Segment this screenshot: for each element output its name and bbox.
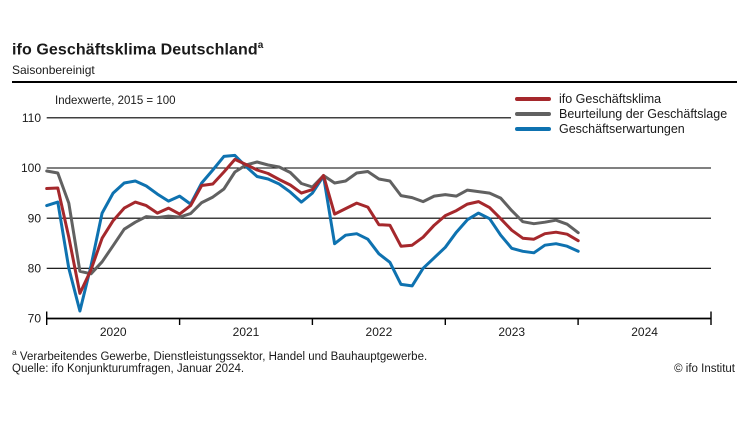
page-title: ifo Geschäftsklima Deutschlanda xyxy=(12,40,263,59)
x-tick-label-2022: 2022 xyxy=(366,325,393,339)
series-line-klima xyxy=(45,157,580,295)
series-lines xyxy=(45,153,580,313)
title-divider xyxy=(12,81,737,83)
source-note: Quelle: ifo Konjunkturumfragen, Januar 2… xyxy=(12,363,245,375)
copyright-note: © ifo Institut xyxy=(674,363,735,375)
footnote: a Verarbeitendes Gewerbe, Dienstleistung… xyxy=(12,347,427,363)
legend-swatch-lage xyxy=(515,111,551,116)
footnote-text: Verarbeitendes Gewerbe, Dienstleistungss… xyxy=(16,350,428,363)
series-line-erwartungen xyxy=(45,153,580,313)
page-title-text: ifo Geschäftsklima Deutschland xyxy=(12,41,258,59)
series-line-lage xyxy=(45,160,580,276)
legend-item-lage: Beurteilung der Geschäftslage xyxy=(515,106,746,121)
chart-legend: ifo Geschäftsklima Beurteilung der Gesch… xyxy=(511,89,746,138)
x-tick-label-2021: 2021 xyxy=(233,325,260,339)
legend-swatch-erwartungen xyxy=(515,126,551,131)
y-tick-label-90: 90 xyxy=(28,211,42,225)
chart-subtitle: Saisonbereinigt xyxy=(12,63,95,77)
legend-item-erwartungen: Geschäftserwartungen xyxy=(515,121,746,136)
unit-annotation: Indexwerte, 2015 = 100 xyxy=(55,95,176,107)
y-tick-label-100: 100 xyxy=(21,161,41,175)
y-tick-label-80: 80 xyxy=(28,262,42,276)
legend-label-erwartungen: Geschäftserwartungen xyxy=(559,121,685,136)
legend-swatch-klima xyxy=(515,96,551,101)
x-axis-ticks xyxy=(46,318,712,325)
legend-label-klima: ifo Geschäftsklima xyxy=(559,91,662,106)
legend-item-klima: ifo Geschäftsklima xyxy=(515,91,746,106)
legend-label-lage: Beurteilung der Geschäftslage xyxy=(559,106,728,121)
y-tick-label-110: 110 xyxy=(22,111,41,125)
x-tick-label-2023: 2023 xyxy=(498,325,525,339)
x-tick-label-2024: 2024 xyxy=(631,325,658,339)
x-tick-label-2020: 2020 xyxy=(100,325,127,339)
footnote-marker: a xyxy=(12,347,17,357)
title-footnote-marker: a xyxy=(257,40,264,51)
y-tick-label-70: 70 xyxy=(28,312,42,326)
